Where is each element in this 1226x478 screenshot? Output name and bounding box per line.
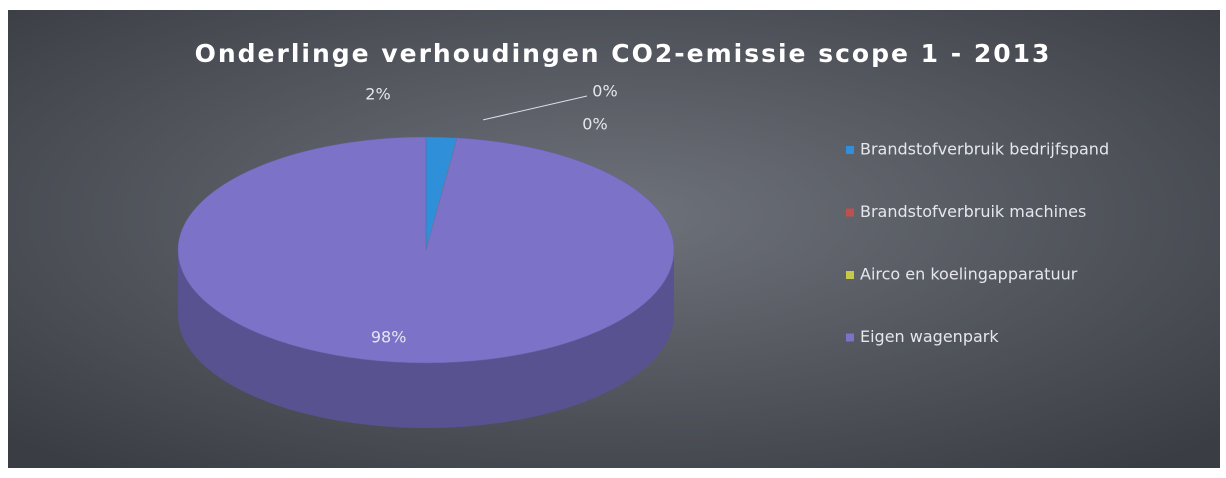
chart-title: Onderlinge verhoudingen CO2-emissie scop… [195,39,1052,68]
legend-marker [846,333,854,342]
legend-label: Brandstofverbruik bedrijfspand [860,140,1109,159]
legend-marker [846,146,854,154]
pie-side [178,250,674,428]
legend-marker [846,271,854,279]
data-label: 2% [365,85,390,104]
legend-label: Eigen wagenpark [860,327,999,346]
legend-label: Brandstofverbruik machines [860,202,1086,221]
data-label: 98% [371,327,407,346]
legend-label: Airco en koelingapparatuur [860,265,1078,284]
pie-slice [177,136,675,364]
data-label: 0% [592,82,617,101]
data-label: 0% [582,115,607,134]
leader-line [482,95,588,121]
legend-marker [846,208,854,217]
